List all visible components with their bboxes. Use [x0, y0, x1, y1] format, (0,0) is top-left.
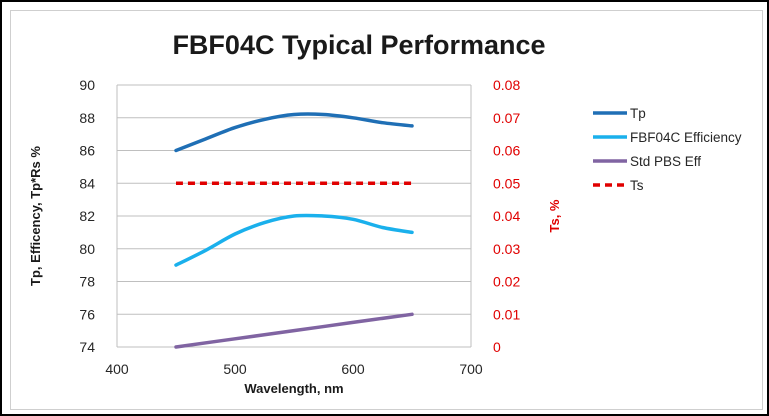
y-tick-label: 90: [79, 77, 95, 93]
series-line-2: [174, 312, 414, 349]
y-right-tick-label: 0.01: [493, 306, 520, 322]
y-tick-label: 78: [79, 274, 95, 290]
y-tick-label: 84: [79, 175, 95, 191]
legend-label: Tp: [630, 106, 646, 121]
y-axis-label: Tp, Efficency, Tp*Rs %: [28, 146, 43, 286]
x-tick-label: 600: [341, 361, 365, 377]
y-right-axis-label: Ts, %: [547, 199, 562, 232]
x-tick-labels: 400 500 600 700: [105, 361, 483, 377]
y-right-tick-label: 0.03: [493, 241, 520, 257]
y-tick-label: 82: [79, 208, 95, 224]
x-tick-label: 500: [223, 361, 247, 377]
y-right-tick-label: 0.04: [493, 208, 520, 224]
y-right-tick-label: 0.06: [493, 143, 520, 159]
y-tick-label: 80: [79, 241, 95, 257]
y-tick-label: 76: [79, 306, 95, 322]
y-right-tick-label: 0: [493, 339, 501, 355]
chart-title: FBF04C Typical Performance: [172, 30, 545, 60]
y-right-tick-labels: 0 0.01 0.02 0.03 0.04 0.05 0.06 0.07 0.08: [493, 77, 520, 355]
legend-label: FBF04C Efficiency: [630, 130, 742, 145]
legend-label: Ts: [630, 178, 644, 193]
y-right-tick-label: 0.08: [493, 77, 520, 93]
y-tick-label: 86: [79, 143, 95, 159]
legend: Tp FBF04C Efficiency Std PBS Eff Ts: [593, 106, 742, 193]
y-tick-labels: 74 76 78 80 82 84 86 88 90: [79, 77, 95, 355]
series-line-1: [174, 213, 414, 267]
x-tick-label: 400: [105, 361, 129, 377]
y-right-tick-label: 0.07: [493, 110, 520, 126]
series-lines: [174, 112, 414, 349]
y-right-tick-label: 0.02: [493, 274, 520, 290]
y-tick-label: 74: [79, 339, 95, 355]
x-axis-label: Wavelength, nm: [244, 381, 343, 396]
x-tick-label: 700: [459, 361, 483, 377]
series-line-0: [174, 112, 414, 153]
y-tick-label: 88: [79, 110, 95, 126]
y-right-tick-label: 0.05: [493, 175, 520, 191]
legend-label: Std PBS Eff: [630, 154, 701, 169]
